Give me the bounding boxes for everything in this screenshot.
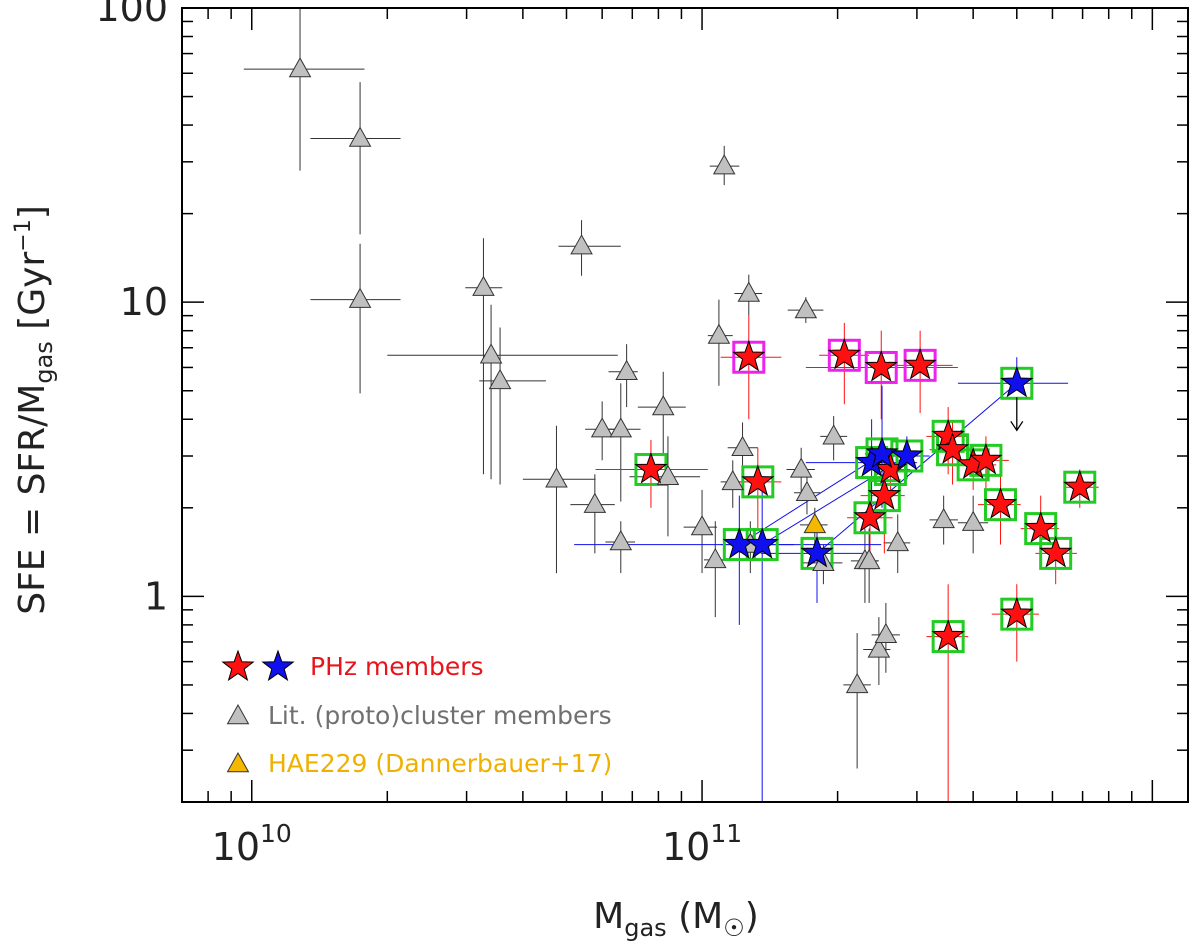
lit-member-0: [288, 57, 312, 78]
y-axis-label: SFE = SFR/Mgas [Gyr−1]: [11, 205, 58, 615]
hae229-0: [803, 512, 827, 534]
lit-member-5: [488, 368, 512, 390]
lit-member-12: [609, 530, 633, 551]
lit-member-19: [737, 281, 761, 302]
lit-member-15: [690, 515, 714, 536]
phz-red-member-12: [969, 442, 1003, 475]
phz-blue-member-5: [890, 438, 924, 471]
lit-member-6: [570, 234, 593, 255]
phz-red-member-16: [1024, 511, 1058, 543]
blue-link-2: [816, 382, 1018, 554]
lit-member-3: [472, 275, 495, 296]
axis-ticks: [181, 7, 1188, 803]
phz-red-member-7: [867, 478, 902, 510]
upper-limit-arrow-head: [1010, 420, 1024, 432]
error-bars: [243, 8, 1099, 802]
lit-member-17: [712, 154, 736, 175]
lit-member-34: [932, 507, 955, 529]
x-axis-label: Mgas (M☉): [593, 896, 759, 942]
x-tick-label-0: 1010: [212, 819, 292, 869]
lit-member-1: [348, 126, 372, 147]
phz-red-member-1: [732, 339, 766, 372]
lit-member-23: [794, 298, 818, 319]
phz-red-member-3: [827, 337, 861, 370]
legend-gray-triangle-icon: [226, 703, 250, 725]
lit-member-33: [886, 530, 910, 552]
lit-member-32: [845, 672, 869, 694]
phz-red-member-4: [864, 350, 898, 382]
legend-label-lit-members: Lit. (proto)cluster members: [268, 701, 612, 730]
phz-red-member-14: [931, 619, 965, 651]
phz-red-member-2: [741, 464, 775, 496]
lit-member-2: [348, 287, 372, 308]
phz-blue-member-4: [865, 436, 899, 468]
lit-member-30: [867, 637, 891, 658]
phz-red-member-15: [1000, 596, 1034, 629]
legend-red-star-icon: [221, 649, 255, 682]
lit-member-4: [479, 343, 503, 364]
phz-blue-member-2: [800, 535, 834, 568]
phz-red-member-17: [1039, 535, 1073, 568]
lit-member-24: [789, 457, 813, 478]
y-tick-label-2: 100: [95, 0, 168, 30]
lit-member-7: [545, 467, 568, 488]
lit-member-10: [609, 417, 633, 438]
tick-labels: 1010 1011 1 10 100: [95, 0, 742, 869]
y-tick-label-0: 1: [144, 574, 168, 618]
lit-member-29: [857, 548, 881, 570]
lit-member-20: [731, 435, 754, 456]
plot-frame: [181, 7, 1189, 803]
legend-orange-triangle-icon: [226, 751, 250, 773]
lit-member-27: [822, 424, 845, 445]
lit-member-21: [721, 469, 745, 491]
lit-member-25: [795, 480, 819, 501]
phz-red-member-10: [935, 432, 970, 464]
legend: PHz members Lit. (proto)cluster members …: [221, 649, 612, 778]
legend-label-phz-members: PHz members: [310, 652, 484, 681]
lit-member-9: [590, 417, 614, 438]
phz-red-member-0: [634, 452, 668, 484]
x-tick-label-1: 1011: [662, 819, 742, 869]
lit-member-13: [651, 395, 675, 416]
phz-red-member-13: [983, 487, 1018, 519]
legend-blue-star-icon: [261, 649, 295, 682]
lit-member-31: [874, 622, 898, 644]
lit-member-35: [961, 510, 985, 531]
phz-red-member-5: [903, 347, 937, 380]
phz-red-member-9: [931, 418, 965, 451]
phz-blue-member-1: [745, 527, 779, 559]
phz-blue-member-6: [1000, 365, 1034, 398]
legend-label-hae229: HAE229 (Dannerbauer+17): [268, 749, 612, 778]
y-tick-label-1: 10: [120, 280, 168, 324]
lit-member-14: [656, 464, 680, 485]
lit-member-11: [615, 359, 638, 380]
lit-member-8: [583, 492, 607, 513]
phz-red-member-6: [853, 500, 887, 532]
lit-member-18: [707, 323, 731, 344]
lit-member-16: [703, 547, 727, 569]
data-markers: [288, 57, 1097, 694]
phz-red-member-18: [1063, 469, 1097, 502]
